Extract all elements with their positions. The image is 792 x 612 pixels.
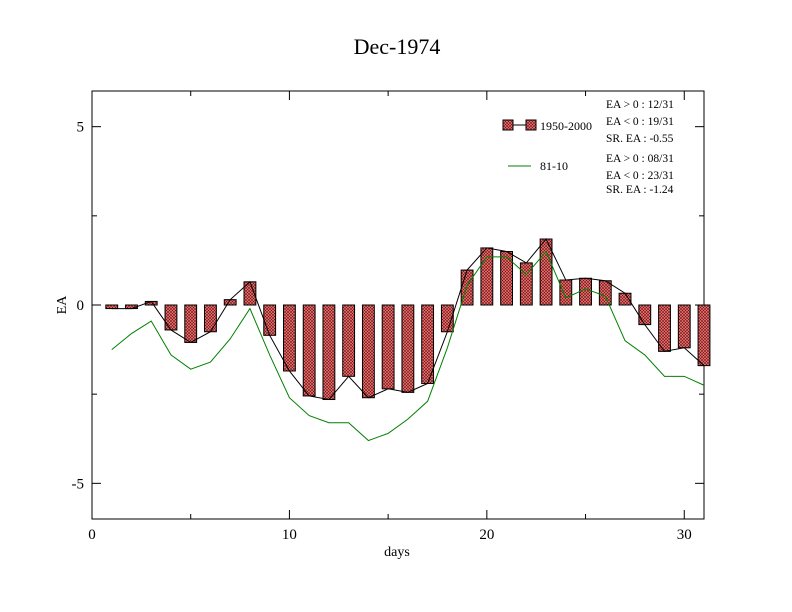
legend: 1950-2000 81-10 EA > 0 : 12/31 EA < 0 : … — [502, 99, 674, 196]
bar-day-15 — [381, 304, 395, 390]
bar-day-29 — [658, 304, 671, 352]
bar-day-4 — [164, 304, 178, 331]
x-tick-label-10: 10 — [282, 527, 297, 543]
legend-label-1950-2000: 1950-2000 — [540, 119, 592, 133]
bar-day-14 — [361, 304, 375, 399]
bar-day-23 — [539, 238, 553, 306]
x-tick-label-20: 20 — [479, 527, 494, 543]
stats-2-sr: SR. EA : -1.24 — [606, 184, 674, 196]
bar-day-6 — [204, 304, 217, 333]
bar-day-26 — [598, 280, 612, 306]
stats-2-positive: EA > 0 : 08/31 — [606, 153, 674, 165]
y-tick-label--5: -5 — [72, 476, 85, 492]
x-axis-label: days — [384, 545, 410, 560]
x-tick-label-0: 0 — [88, 527, 96, 543]
bar-day-10 — [282, 304, 296, 372]
chart-title: Dec-1974 — [354, 34, 441, 59]
lines-group — [111, 238, 705, 442]
bar-day-13 — [342, 304, 356, 377]
legend-swatch-left — [502, 119, 514, 131]
stats-1-sr: SR. EA : -0.55 — [606, 133, 674, 145]
bar-day-25 — [579, 277, 592, 306]
bar-day-1 — [105, 304, 119, 310]
legend-label-81-10: 81-10 — [540, 159, 568, 173]
bars-group — [105, 238, 711, 401]
bar-day-12 — [322, 304, 336, 401]
bar-day-5 — [184, 304, 198, 343]
bar-day-31 — [697, 304, 711, 367]
bar-day-9 — [263, 304, 277, 336]
y-tick-label-0: 0 — [77, 298, 85, 314]
series-line-81-10 — [111, 250, 705, 442]
bar-day-30 — [677, 304, 691, 349]
stats-1-negative: EA < 0 : 19/31 — [606, 116, 674, 128]
stats-1-positive: EA > 0 : 12/31 — [606, 99, 674, 111]
bar-day-16 — [401, 304, 415, 393]
bar-day-21 — [500, 251, 514, 306]
y-axis-label: EA — [55, 295, 70, 315]
legend-swatch-right — [525, 119, 537, 131]
series-line-1950-2000 — [111, 238, 705, 401]
bar-day-28 — [638, 304, 652, 326]
ticks-group: 0 10 20 30 -5 0 5 — [72, 91, 704, 543]
bar-day-11 — [302, 304, 316, 397]
x-tick-label-30: 30 — [677, 527, 692, 543]
stats-2-negative: EA < 0 : 23/31 — [606, 170, 674, 182]
y-tick-label-5: 5 — [77, 120, 85, 136]
bar-day-24 — [559, 279, 573, 306]
